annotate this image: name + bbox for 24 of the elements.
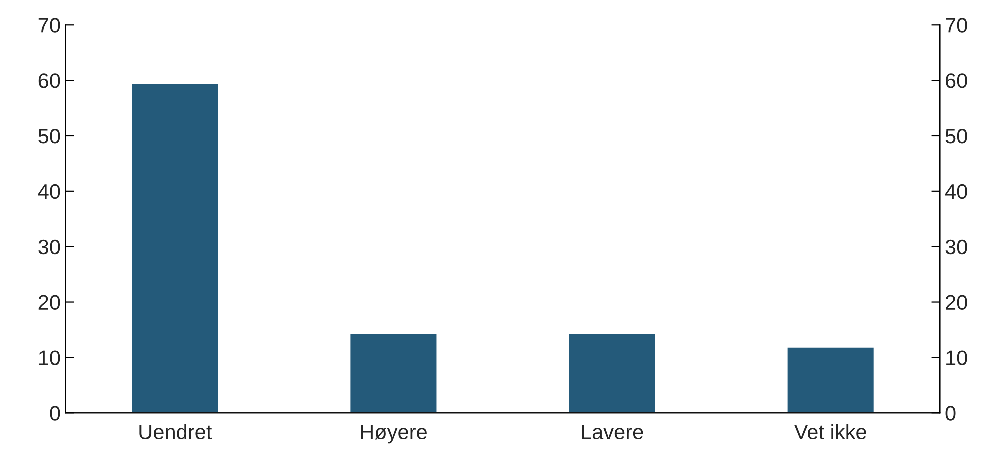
y2-tick-label: 20 [946,295,968,310]
y-tick-label: 70 [38,18,60,33]
x-tick-label: Høyere [361,425,427,444]
y2-tick-label: 50 [946,128,968,144]
bar [130,82,220,414]
y-tick-label: 30 [38,240,60,255]
y2-tick-label: 0 [946,406,956,421]
x-tick-label: Lavere [582,425,644,440]
x-tick-label: Uendret [140,424,212,440]
y-tick-label: 10 [39,350,60,366]
y-tick-label: 50 [38,128,60,144]
y-tick-label: 60 [38,74,60,88]
y-tick-label: 0 [50,406,60,421]
y-tick-label: 40 [38,184,60,200]
y2-tick-label: 10 [946,350,968,366]
y2-tick-label: 30 [946,240,968,255]
y2-tick-label: 40 [945,184,968,200]
bar [786,346,876,414]
y2-tick-label: 60 [946,74,968,88]
y2-tick-label: 70 [946,18,968,33]
x-tick-label: Vet ikke [794,424,866,440]
bar [568,333,657,414]
bar [349,333,438,414]
y-tick-label: 20 [38,295,60,310]
